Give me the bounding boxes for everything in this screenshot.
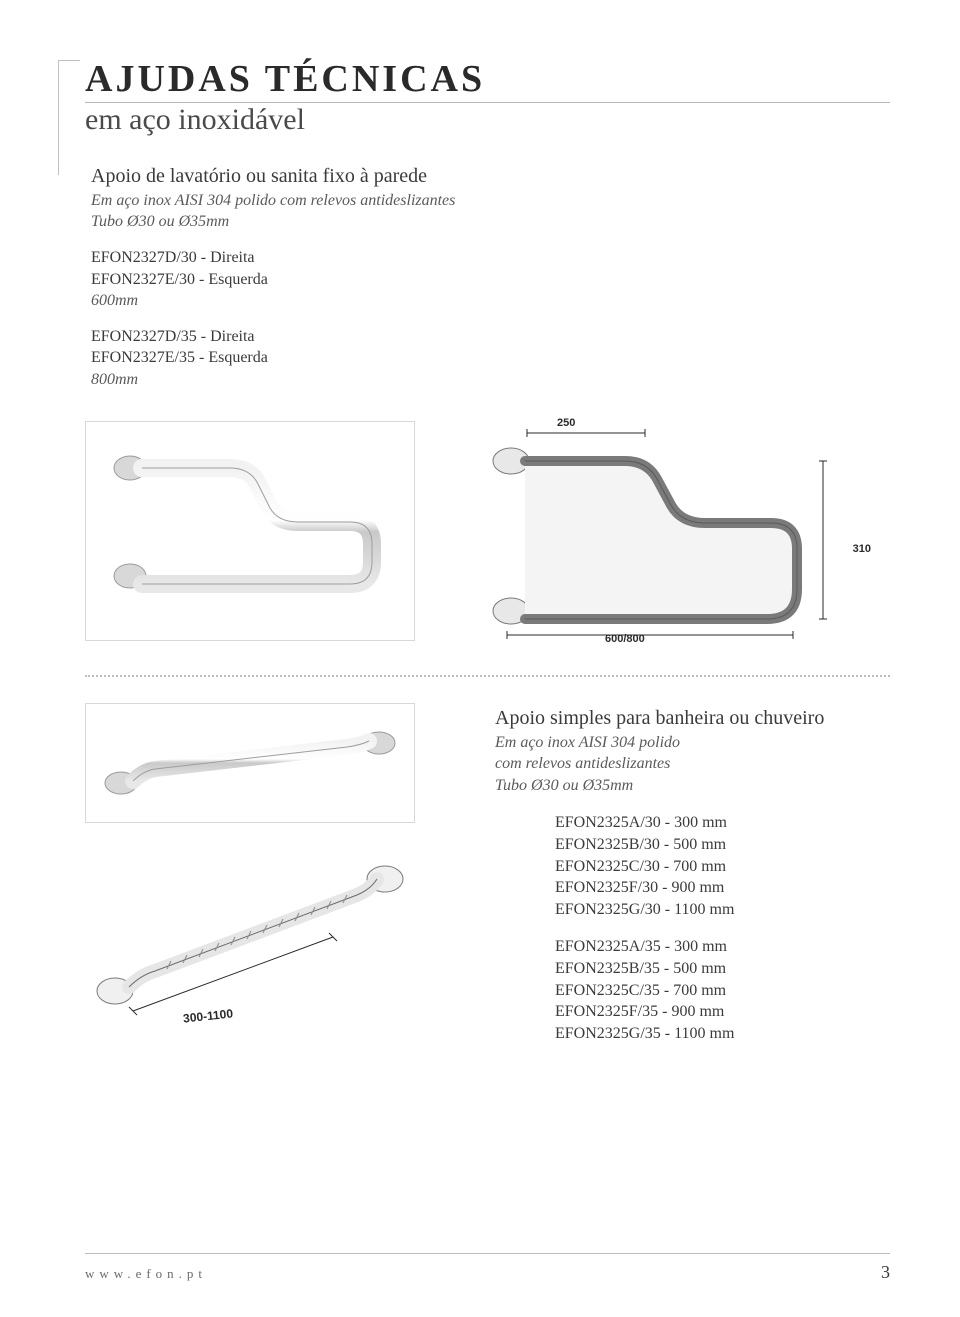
product-1-figures: 250 310 600/800 bbox=[85, 421, 890, 651]
product-2-desc-3: Tubo Ø30 ou Ø35mm bbox=[495, 775, 890, 797]
dimension-top: 250 bbox=[557, 417, 575, 429]
corner-decoration bbox=[58, 60, 80, 175]
code-line: EFON2325A/30 - 300 mm bbox=[555, 812, 890, 834]
code-line: EFON2325G/30 - 1100 mm bbox=[555, 899, 890, 921]
dimension-right: 310 bbox=[853, 543, 871, 555]
code-line: EFON2325C/35 - 700 mm bbox=[555, 980, 890, 1002]
product-2-name: Apoio simples para banheira ou chuveiro bbox=[495, 707, 890, 730]
code-dim: 800mm bbox=[91, 369, 890, 391]
product-1-codes-b: EFON2327D/35 - Direita EFON2327E/35 - Es… bbox=[91, 326, 890, 391]
page-subtitle: em aço inoxidável bbox=[85, 103, 890, 137]
product-2-text: Apoio simples para banheira ou chuveiro … bbox=[495, 703, 890, 1045]
code-line: EFON2325B/35 - 500 mm bbox=[555, 958, 890, 980]
section-divider bbox=[85, 675, 890, 677]
product-2-block: 300-1100 bbox=[85, 703, 890, 1045]
code-line: EFON2327E/35 - Esquerda bbox=[91, 347, 890, 369]
product-2-desc-2: com relevos antideslizantes bbox=[495, 753, 890, 775]
product-2-photo bbox=[85, 703, 415, 823]
code-dim: 600mm bbox=[91, 290, 890, 312]
product-1-block: Apoio de lavatório ou sanita fixo à pare… bbox=[91, 165, 890, 391]
dimension-bottom: 600/800 bbox=[605, 633, 645, 645]
grab-bar-photo-icon bbox=[100, 436, 400, 626]
code-line: EFON2325G/35 - 1100 mm bbox=[555, 1023, 890, 1045]
product-1-name: Apoio de lavatório ou sanita fixo à pare… bbox=[91, 165, 890, 188]
code-line: EFON2327D/35 - Direita bbox=[91, 326, 890, 348]
footer-url: www.efon.pt bbox=[85, 1266, 207, 1282]
product-1-desc-1: Em aço inox AISI 304 polido com relevos … bbox=[91, 190, 890, 212]
footer-page-number: 3 bbox=[881, 1262, 890, 1283]
code-line: EFON2325F/35 - 900 mm bbox=[555, 1001, 890, 1023]
product-1-desc-2: Tubo Ø30 ou Ø35mm bbox=[91, 211, 890, 233]
code-line: EFON2325A/35 - 300 mm bbox=[555, 936, 890, 958]
code-line: EFON2325F/30 - 900 mm bbox=[555, 877, 890, 899]
product-2-codes-30: EFON2325A/30 - 300 mm EFON2325B/30 - 500… bbox=[555, 812, 890, 920]
page-title: AJUDAS TÉCNICAS bbox=[85, 60, 890, 100]
page-header: AJUDAS TÉCNICAS em aço inoxidável bbox=[85, 60, 890, 137]
product-2-codes-35: EFON2325A/35 - 300 mm EFON2325B/35 - 500… bbox=[555, 936, 890, 1044]
product-2-figures: 300-1100 bbox=[85, 703, 425, 1031]
product-1-codes-a: EFON2327D/30 - Direita EFON2327E/30 - Es… bbox=[91, 247, 890, 312]
page-footer: www.efon.pt 3 bbox=[85, 1253, 890, 1283]
product-1-diagram: 250 310 600/800 bbox=[465, 421, 845, 651]
product-2-desc-1: Em aço inox AISI 304 polido bbox=[495, 732, 890, 754]
product-2-diagram: 300-1100 bbox=[85, 841, 425, 1031]
product-1-photo bbox=[85, 421, 415, 641]
code-line: EFON2325B/30 - 500 mm bbox=[555, 834, 890, 856]
straight-bar-diagram-icon bbox=[85, 841, 425, 1031]
footer-rule bbox=[85, 1253, 890, 1254]
code-line: EFON2327D/30 - Direita bbox=[91, 247, 890, 269]
code-line: EFON2327E/30 - Esquerda bbox=[91, 269, 890, 291]
code-line: EFON2325C/30 - 700 mm bbox=[555, 856, 890, 878]
straight-bar-photo-icon bbox=[95, 713, 405, 813]
grab-bar-diagram-icon bbox=[465, 421, 845, 651]
